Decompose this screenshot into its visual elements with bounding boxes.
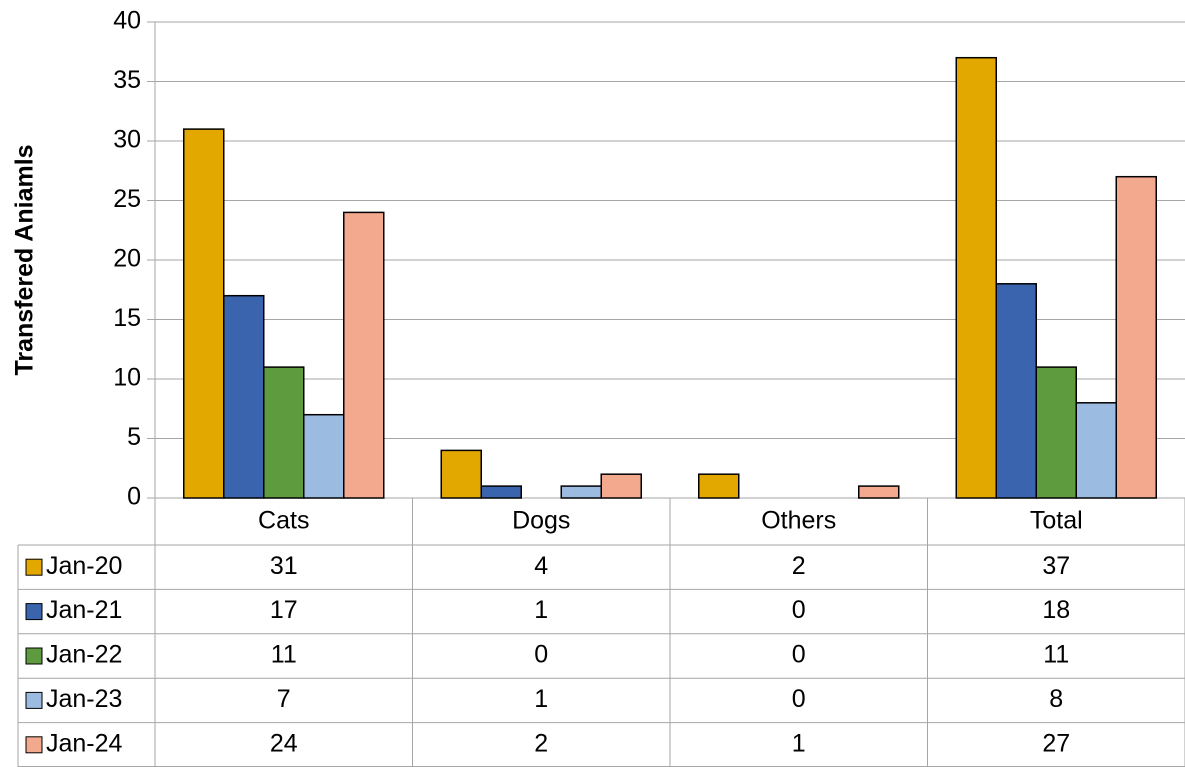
bar (263, 366, 305, 499)
y-tick-label: 0 (127, 483, 141, 511)
bar (1115, 175, 1157, 499)
table-cell: 4 (534, 552, 548, 580)
table-cell: 37 (1042, 552, 1070, 580)
y-tick-label: 20 (113, 245, 141, 273)
table-cell: 27 (1042, 729, 1070, 757)
legend-label: Jan-22 (46, 641, 122, 669)
table-cell: 0 (534, 641, 548, 669)
table-cell: 8 (1049, 685, 1063, 713)
legend-key (25, 691, 43, 709)
bar (698, 473, 740, 499)
x-tick-label: Total (1030, 507, 1083, 535)
table-cell: 11 (271, 641, 297, 669)
legend-key (25, 558, 43, 576)
table-cell: 31 (270, 552, 298, 580)
x-tick-label: Dogs (512, 507, 570, 535)
table-cell: 1 (534, 596, 548, 624)
bar (600, 473, 642, 499)
legend-label: Jan-20 (46, 552, 122, 580)
y-tick-label: 5 (127, 423, 141, 451)
legend-key (25, 736, 43, 754)
legend-key (25, 603, 43, 621)
table-cell: 0 (792, 685, 806, 713)
bar (1035, 366, 1077, 499)
bar (440, 449, 482, 499)
table-cell: 2 (534, 729, 548, 757)
y-tick-label: 30 (113, 126, 141, 154)
table-cell: 1 (792, 729, 806, 757)
legend-label: Jan-21 (46, 596, 122, 624)
table-cell: 7 (277, 685, 291, 713)
table-cell: 2 (792, 552, 806, 580)
bar (343, 211, 385, 499)
x-tick-label: Cats (258, 507, 309, 535)
table-cell: 1 (534, 685, 548, 713)
table-cell: 18 (1042, 596, 1070, 624)
y-axis-label: Transfered Aniamls (11, 144, 39, 375)
y-tick-label: 35 (113, 66, 141, 94)
bar (995, 283, 1037, 499)
bar (955, 56, 997, 499)
legend-label: Jan-24 (46, 729, 123, 757)
bar (1075, 402, 1117, 499)
y-tick-label: 15 (113, 304, 141, 332)
y-tick-label: 40 (113, 7, 141, 35)
bar (480, 485, 522, 499)
bar (858, 485, 900, 499)
table-cell: 0 (792, 596, 806, 624)
table-cell: 0 (792, 641, 806, 669)
legend-key (25, 647, 43, 665)
bar (560, 485, 602, 499)
table-cell: 11 (1043, 641, 1069, 669)
bar (303, 413, 345, 499)
bar (183, 128, 225, 499)
y-tick-label: 25 (113, 185, 141, 213)
y-tick-label: 10 (113, 364, 141, 392)
table-cell: 24 (270, 729, 298, 757)
bar (223, 294, 265, 499)
x-tick-label: Others (761, 507, 836, 535)
legend-label: Jan-23 (46, 685, 122, 713)
table-cell: 17 (270, 596, 298, 624)
